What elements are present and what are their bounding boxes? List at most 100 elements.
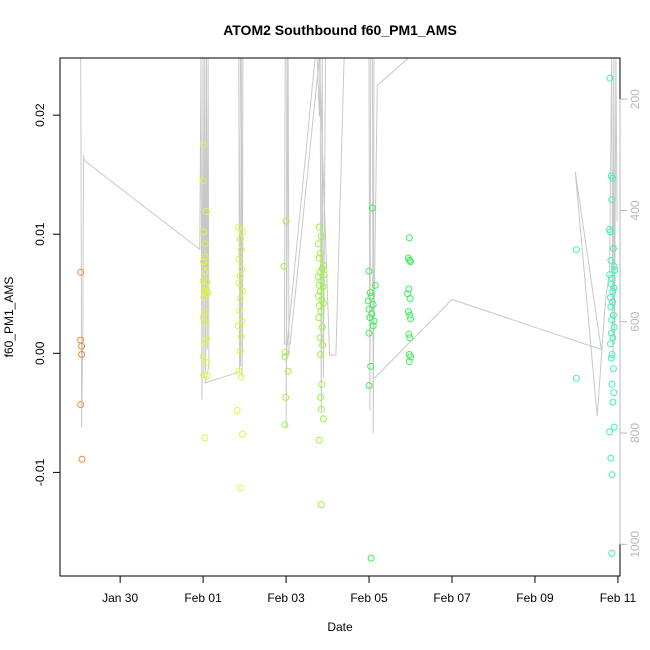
y-tick-label: 0.02 [33, 103, 47, 127]
data-point [610, 262, 618, 270]
y2-tick-label: 1000 [628, 531, 642, 558]
data-point [407, 258, 414, 266]
x-tick-label: Jan 30 [102, 591, 138, 605]
data-point [607, 293, 614, 301]
data-point [237, 246, 245, 254]
data-point [405, 330, 413, 338]
data-point [370, 317, 378, 325]
data-point [405, 285, 413, 293]
data-point [607, 340, 614, 348]
data-point [369, 322, 377, 330]
y2-tick-label: 600 [628, 311, 642, 331]
data-point [610, 389, 618, 397]
data-point [236, 235, 244, 243]
data-point [404, 308, 412, 316]
y-tick-label: 0.01 [33, 222, 47, 246]
data-point [202, 318, 210, 326]
data-point [199, 353, 207, 361]
data-point [609, 298, 616, 306]
data-point [316, 268, 324, 276]
x-axis-label: Date [327, 620, 353, 634]
data-point [234, 322, 242, 330]
data-point [281, 421, 289, 429]
data-point [319, 415, 327, 423]
data-point [319, 261, 327, 269]
data-point [572, 374, 580, 382]
data-point [572, 246, 580, 254]
data-point [201, 253, 209, 261]
data-point [319, 341, 327, 349]
data-point [608, 471, 616, 479]
x-tick-label: Feb 07 [433, 591, 471, 605]
data-point [366, 289, 374, 297]
data-point [237, 373, 245, 381]
data-point [406, 311, 414, 319]
data-point [78, 342, 86, 350]
data-point [239, 430, 246, 438]
data-point [365, 329, 373, 337]
x-tick-label: Feb 01 [184, 591, 222, 605]
data-point [282, 217, 290, 225]
data-point [239, 287, 246, 295]
data-points-layer [77, 74, 619, 562]
data-point [608, 549, 616, 557]
data-point [369, 301, 377, 308]
data-point [235, 279, 243, 287]
data-point [609, 398, 617, 406]
data-point [609, 334, 617, 342]
data-point [607, 303, 615, 311]
data-point [317, 501, 325, 509]
y2-tick-label: 400 [628, 200, 642, 220]
y-axis-right: 200 400 600 800 1000 [619, 89, 642, 558]
data-point [405, 358, 413, 366]
plot-frame [59, 57, 621, 577]
data-point [284, 367, 292, 375]
data-point [201, 434, 209, 442]
y2-tick-label: 200 [628, 89, 642, 109]
data-point [364, 297, 372, 305]
x-tick-label: Feb 11 [600, 591, 637, 605]
y2-tick-label: 800 [628, 423, 642, 443]
data-point [319, 299, 327, 307]
data-point [236, 295, 244, 302]
data-point [203, 278, 211, 286]
data-point [609, 365, 617, 373]
data-point [78, 455, 86, 463]
data-point [202, 283, 210, 291]
data-point [317, 249, 324, 257]
data-point [608, 380, 616, 388]
data-point [607, 354, 615, 362]
altitude-trace-line [80, 57, 618, 434]
data-point [606, 74, 614, 82]
data-point [78, 351, 86, 358]
data-point [281, 353, 289, 361]
data-point [609, 287, 617, 295]
data-point [239, 228, 246, 236]
data-point [200, 340, 208, 348]
data-point [610, 423, 618, 431]
data-point [199, 141, 207, 149]
data-point [202, 359, 210, 367]
data-point [281, 348, 289, 356]
data-point [202, 261, 210, 269]
data-point [236, 347, 244, 355]
data-point [317, 308, 325, 316]
data-point [200, 293, 208, 301]
data-point [406, 334, 414, 342]
data-point [233, 407, 241, 414]
data-point [407, 315, 414, 323]
data-point [607, 256, 615, 264]
data-point [199, 177, 207, 185]
data-point [609, 245, 617, 252]
data-point [318, 323, 326, 331]
data-point [238, 317, 246, 325]
data-point [315, 436, 323, 444]
data-point [610, 323, 618, 331]
data-point [611, 266, 619, 274]
data-point [406, 256, 414, 264]
data-point [608, 196, 616, 204]
data-point [200, 228, 208, 236]
data-point [317, 233, 325, 241]
x-tick-label: Feb 09 [516, 591, 554, 605]
